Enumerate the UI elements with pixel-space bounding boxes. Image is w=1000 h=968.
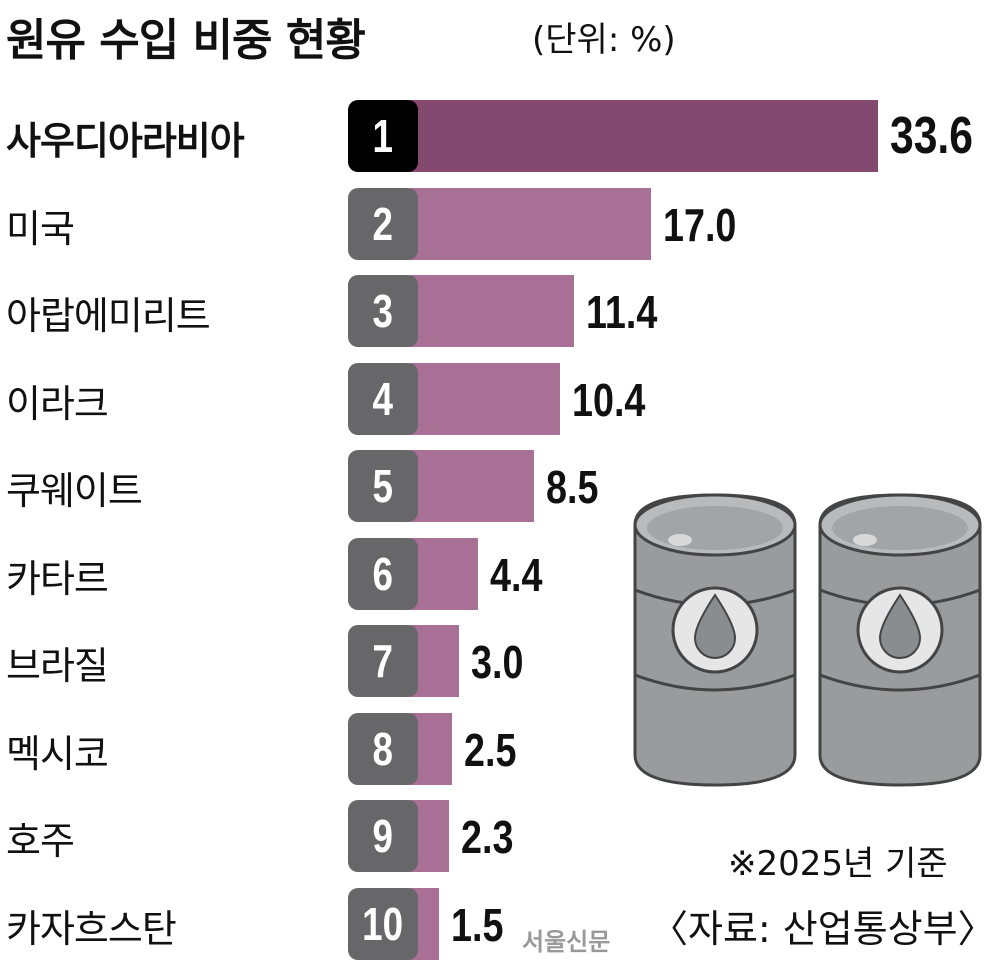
category-label: 미국 — [6, 206, 75, 251]
category-label: 카타르 — [6, 556, 109, 601]
rank-badge: 1 — [348, 100, 418, 172]
value-label: 3.0 — [471, 636, 524, 688]
source-note: 〈자료: 산업통상부〉 — [650, 907, 996, 951]
category-label: 이라크 — [6, 381, 109, 426]
bar — [410, 537, 479, 610]
bar — [410, 275, 575, 347]
category-label: 카자흐스탄 — [6, 906, 177, 951]
rank-number: 1 — [372, 110, 394, 162]
rank-badge: 2 — [348, 187, 418, 260]
value-label: 8.5 — [546, 461, 599, 513]
rank-badge: 9 — [348, 800, 418, 872]
title-text: 원유 수입 비중 현황 — [6, 15, 366, 66]
bar — [410, 362, 561, 435]
category-label: 브라질 — [6, 644, 109, 688]
value-label: 33.6 — [890, 107, 973, 165]
watermark-logo: 서울신문 — [522, 928, 611, 956]
bar — [410, 187, 651, 260]
rank-number: 7 — [372, 635, 394, 687]
value-label: 1.5 — [450, 898, 503, 951]
rank-number: 10 — [362, 897, 404, 950]
rank-number: 3 — [372, 285, 394, 337]
rank-badge: 5 — [348, 450, 418, 522]
base-year-note: ※2025년 기준 — [728, 844, 948, 884]
category-label: 멕시코 — [6, 731, 109, 776]
value-label: 11.4 — [586, 286, 658, 338]
rank-number: 8 — [372, 722, 394, 775]
oil-barrels-illustration — [633, 493, 982, 787]
bar — [410, 625, 460, 697]
rank-badge: 4 — [348, 362, 418, 435]
chart-title: 원유 수입 비중 현황 — [6, 4, 366, 68]
value-label: 2.3 — [461, 811, 514, 863]
bar — [410, 450, 535, 522]
rank-number: 2 — [372, 197, 394, 250]
rank-badge: 7 — [348, 625, 418, 697]
category-label: 사우디아라비아 — [6, 119, 245, 163]
oil-barrel-icon — [633, 493, 797, 787]
category-label: 호주 — [6, 819, 75, 863]
value-label: 17.0 — [662, 198, 737, 251]
rank-badge: 6 — [348, 537, 418, 610]
oil-barrel-icon — [818, 493, 982, 787]
category-label: 쿠웨이트 — [6, 469, 143, 513]
rank-number: 4 — [372, 372, 394, 425]
rank-badge: 8 — [348, 712, 418, 785]
category-label: 아랍에미리트 — [6, 294, 211, 338]
rank-badge: 3 — [348, 275, 418, 347]
unit-label: (단위: %) — [532, 20, 676, 60]
rank-number: 9 — [372, 810, 394, 862]
rank-number: 6 — [372, 547, 394, 600]
value-label: 10.4 — [572, 373, 646, 426]
rank-number: 5 — [372, 460, 394, 512]
value-label: 2.5 — [464, 723, 517, 776]
bar — [410, 100, 878, 172]
value-label: 4.4 — [490, 548, 543, 601]
rank-badge: 10 — [348, 887, 418, 960]
